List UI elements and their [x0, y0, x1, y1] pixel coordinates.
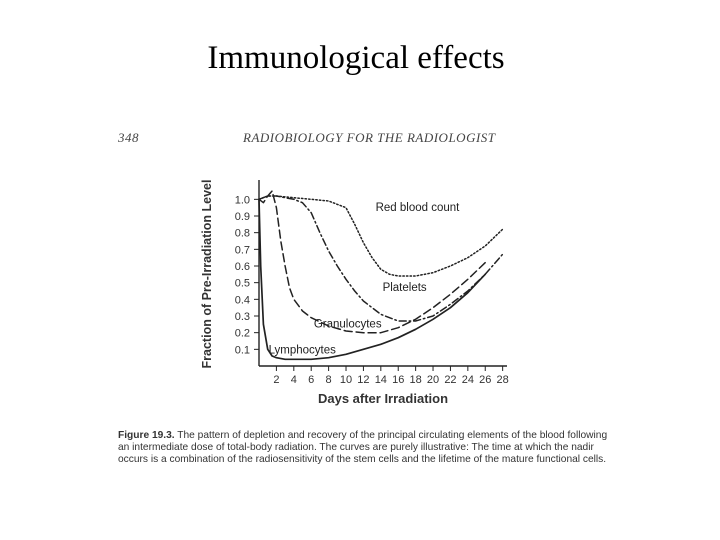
y-tick-label: 0.4	[235, 294, 250, 306]
y-tick-label: 0.8	[235, 228, 250, 240]
chart-ticks: 0.10.20.30.40.50.60.70.80.91.02 4 6 8 10 12 14…	[235, 194, 509, 386]
curve-label-granulocytes: Granulocytes	[314, 319, 382, 331]
curve-label-lymphocytes: Lymphocytes	[269, 345, 337, 357]
chart-axes: Days after Irradiation Fraction of Pre-Ir…	[200, 180, 507, 406]
y-tick-label: 0.9	[235, 211, 250, 223]
series-line-red-blood-count	[258, 195, 504, 277]
x-tick-label: 12	[357, 374, 369, 386]
x-tick-label: 10	[340, 374, 352, 386]
x-tick-label: 2	[273, 374, 279, 386]
x-tick-label: 16	[392, 374, 404, 386]
y-tick-label: 1.0	[235, 194, 250, 206]
series-line-granulocytes	[258, 190, 486, 334]
book-page-header: 348 RADIOBIOLOGY FOR THE RADIOLOGIST	[118, 130, 518, 152]
y-tick-label: 0.5	[235, 278, 250, 290]
y-tick-label: 0.1	[235, 344, 250, 356]
series-line-platelets	[258, 195, 504, 322]
series-line-lymphocytes	[258, 198, 487, 361]
x-tick-label: 8	[326, 374, 332, 386]
x-tick-label: 22	[444, 374, 456, 386]
x-axis-title: Days after Irradiation	[318, 391, 448, 406]
caption-label: Figure 19.3.	[118, 430, 175, 441]
chart-series	[258, 190, 504, 361]
page-number: 348	[118, 130, 139, 145]
x-tick-label: 20	[427, 374, 439, 386]
figure-caption: Figure 19.3. The pattern of depletion an…	[118, 430, 608, 466]
y-tick-label: 0.2	[235, 328, 250, 340]
y-tick-label: 0.3	[235, 311, 250, 323]
chart-curve-labels: Red blood count Platelets Granulocytes Lymp…	[269, 202, 461, 357]
y-axis-title: Fraction of Pre-Irradiation Level	[200, 180, 214, 369]
y-tick-label: 0.7	[235, 244, 250, 256]
x-tick-label: 4	[291, 374, 297, 386]
x-tick-label: 24	[462, 374, 474, 386]
blood-depletion-chart: Days after Irradiation Fraction of Pre-Ir…	[200, 180, 509, 406]
book-title: RADIOBIOLOGY FOR THE RADIOLOGIST	[243, 130, 496, 145]
x-tick-label: 28	[497, 374, 509, 386]
x-tick-label: 26	[479, 374, 491, 386]
curve-label-platelets: Platelets	[383, 282, 427, 294]
curve-label-red-blood-count: Red blood count	[376, 202, 461, 214]
x-tick-label: 14	[375, 374, 387, 386]
x-tick-label: 6	[308, 374, 314, 386]
caption-text: The pattern of depletion and recovery of…	[118, 430, 608, 465]
x-tick-label: 18	[410, 374, 422, 386]
y-tick-label: 0.6	[235, 261, 250, 273]
slide-title: Immunological effects	[207, 40, 505, 76]
